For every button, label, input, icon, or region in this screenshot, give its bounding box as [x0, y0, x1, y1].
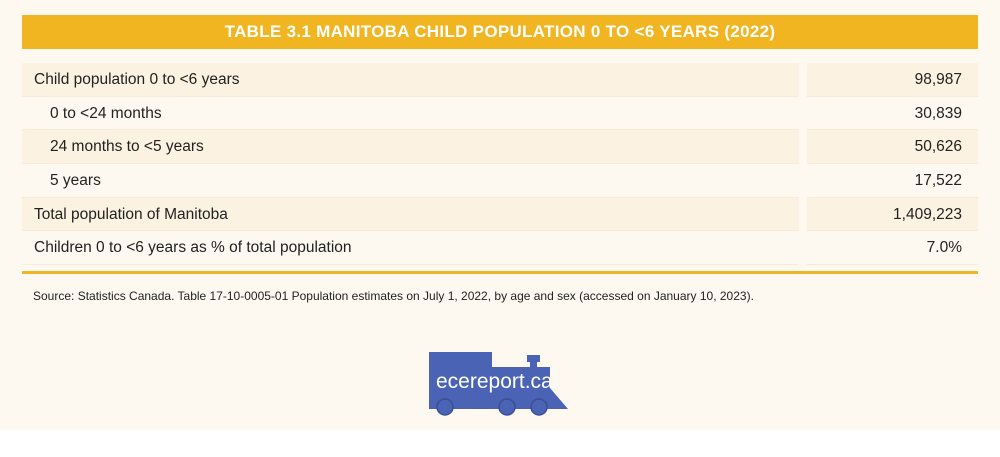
table-row: 24 months to <5 years 50,626 [22, 130, 978, 165]
row-label: Total population of Manitoba [22, 197, 799, 232]
row-value: 17,522 [807, 164, 978, 198]
table-row: 5 years 17,522 [22, 164, 978, 198]
row-value: 98,987 [807, 63, 978, 97]
logo-text: ecereport.ca [436, 370, 553, 393]
row-value: 30,839 [807, 97, 978, 131]
row-value: 50,626 [807, 130, 978, 165]
ecereport-logo[interactable]: ecereport.ca [426, 350, 572, 421]
table-row: Total population of Manitoba 1,409,223 [22, 197, 978, 232]
table-row: 0 to <24 months 30,839 [22, 96, 978, 131]
row-value: 7.0% [807, 231, 978, 266]
table-bottom-rule [22, 271, 978, 274]
train-icon: ecereport.ca [429, 352, 568, 416]
row-value: 1,409,223 [807, 197, 978, 232]
population-table: Child population 0 to <6 years 98,987 0 t… [22, 63, 978, 266]
table-row: Child population 0 to <6 years 98,987 [22, 63, 978, 97]
footer-band [0, 430, 1000, 457]
row-label: Child population 0 to <6 years [22, 63, 799, 97]
table-row: Children 0 to <6 years as % of total pop… [22, 231, 978, 266]
row-label: 0 to <24 months [22, 97, 799, 131]
row-label: Children 0 to <6 years as % of total pop… [22, 231, 799, 266]
row-label: 24 months to <5 years [22, 130, 799, 165]
table-title: TABLE 3.1 MANITOBA CHILD POPULATION 0 TO… [22, 15, 978, 49]
row-label: 5 years [22, 164, 799, 198]
source-note: Source: Statistics Canada. Table 17-10-0… [33, 289, 754, 303]
